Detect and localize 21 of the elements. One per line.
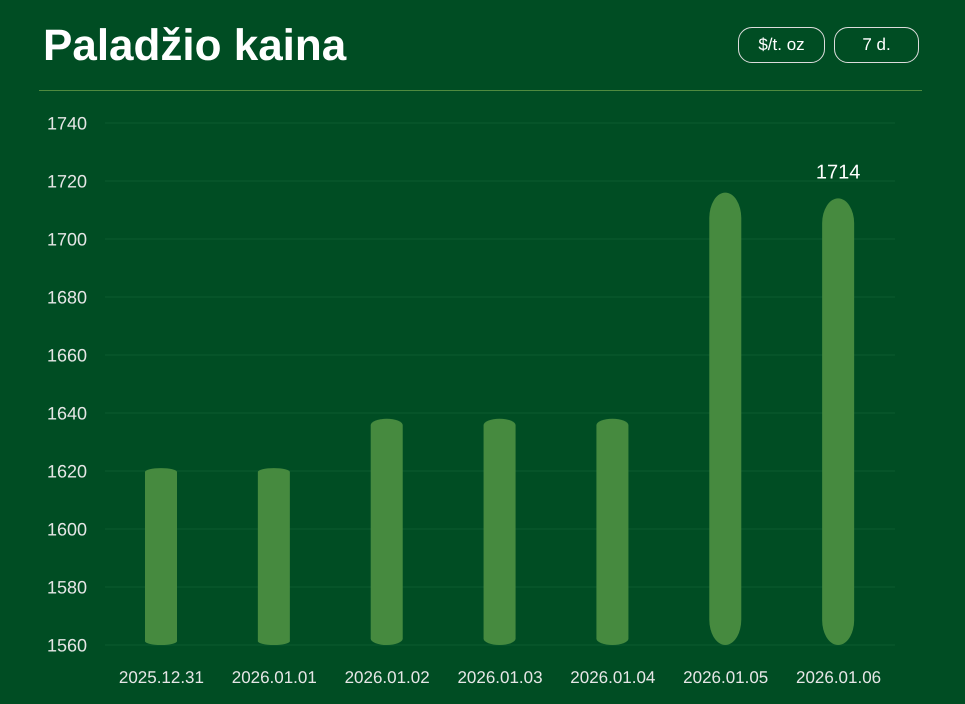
- y-tick-label: 1640: [46, 403, 87, 424]
- y-tick-label: 1660: [46, 345, 87, 366]
- x-tick-label: 2026.01.05: [683, 668, 768, 688]
- text: 7 d.: [862, 35, 891, 55]
- y-tick-label: 1580: [46, 577, 87, 598]
- text: $/t. oz: [758, 35, 805, 55]
- y-tick-label: 1720: [46, 171, 87, 192]
- x-tick-label: 2026.01.06: [796, 668, 882, 688]
- chart-title: Paladžio kaina: [43, 21, 346, 70]
- y-tick-label: 1740: [46, 113, 87, 134]
- y-tick-label: 1560: [46, 635, 87, 656]
- y-tick-label: 1680: [46, 287, 87, 308]
- x-tick-label: 2026.01.01: [232, 668, 317, 688]
- y-tick-label: 1700: [46, 229, 87, 250]
- data-label: 1714: [816, 161, 860, 184]
- x-tick-label: 2026.01.04: [570, 668, 656, 688]
- x-tick-label: 2025.12.31: [118, 668, 204, 688]
- x-tick-label: 2026.01.02: [344, 668, 430, 688]
- y-tick-label: 1600: [46, 519, 87, 540]
- x-tick-label: 2026.01.03: [457, 668, 543, 688]
- y-tick-label: 1620: [46, 461, 87, 482]
